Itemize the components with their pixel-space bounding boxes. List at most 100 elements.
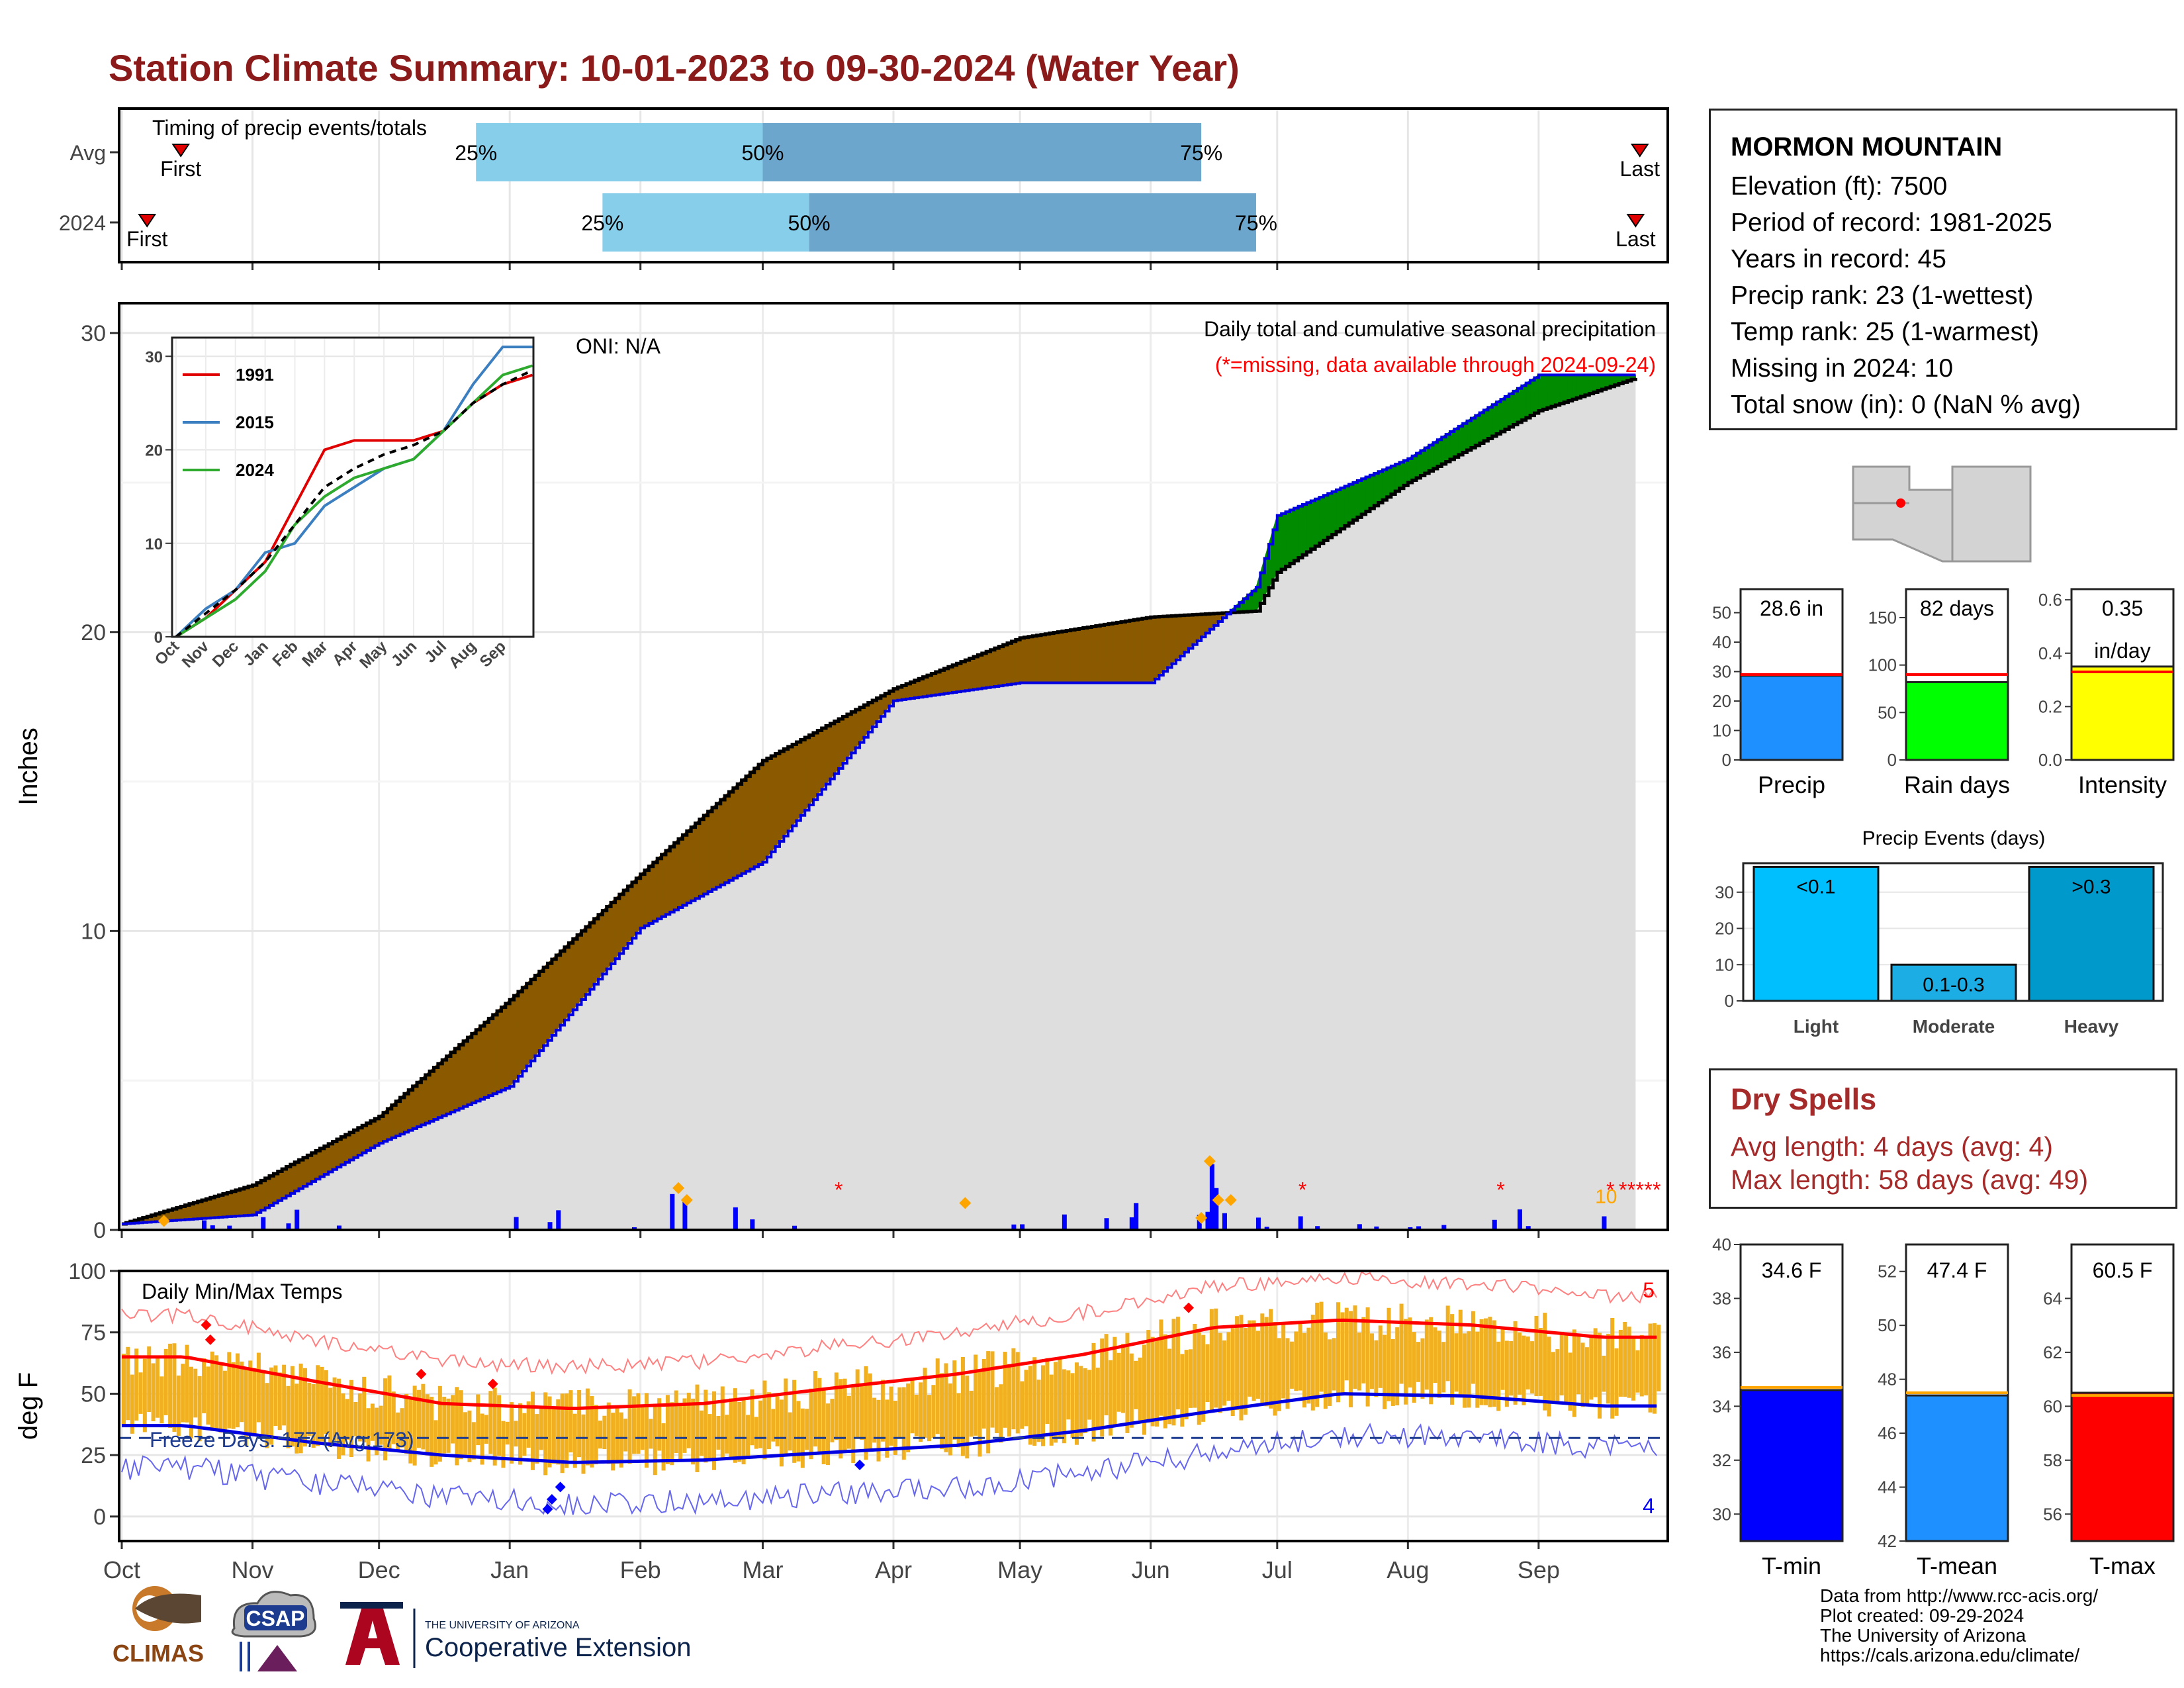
daily-temp-bar (704, 1389, 708, 1463)
oni-label: ONI: N/A (576, 334, 661, 358)
daily-temp-bar (277, 1372, 282, 1430)
daily-temp-bar (248, 1360, 253, 1434)
daily-temp-bar (969, 1390, 974, 1437)
daily-temp-bar (1079, 1366, 1083, 1436)
period-line: Period of record: 1981-2025 (1731, 209, 2052, 237)
temp-ytick-label: 75 (81, 1321, 106, 1346)
daily-temp-bar (193, 1368, 198, 1418)
temp-summary-bar (2070, 1391, 2175, 1542)
daily-temp-bar (1205, 1344, 1210, 1402)
daily-temp-bar (459, 1390, 463, 1460)
daily-temp-bar (981, 1358, 986, 1429)
years-line: Years in record: 45 (1731, 245, 1946, 273)
daily-temp-bar (1289, 1341, 1294, 1389)
daily-temp-bar (324, 1370, 328, 1434)
event-bar-label: Moderate (1913, 1016, 1995, 1037)
month-label: Nov (232, 1556, 274, 1583)
daily-temp-bar (159, 1376, 164, 1424)
daily-temp-bar (1602, 1356, 1606, 1392)
daily-temp-bar (1525, 1336, 1530, 1390)
daily-temp-bar (1193, 1323, 1197, 1408)
daily-temp-bar (758, 1400, 763, 1448)
daily-temp-bar (813, 1371, 817, 1447)
record-high-count: 5 (1643, 1278, 1655, 1302)
daily-temp-bar (1036, 1380, 1041, 1442)
daily-precip-bar (1416, 1226, 1422, 1230)
daily-temp-bar (543, 1392, 548, 1476)
daily-temp-bar (163, 1348, 168, 1415)
daily-temp-bar (1209, 1309, 1214, 1413)
daily-temp-bar (1496, 1341, 1501, 1411)
daily-temp-bar (522, 1413, 527, 1456)
record-low-count: 4 (1643, 1494, 1655, 1518)
daily-precip-bar (1602, 1216, 1607, 1230)
credits: Data from http://www.rcc-acis.org/ Plot … (1820, 1586, 2098, 1665)
daily-temp-bar (750, 1389, 754, 1446)
month-label: Jun (1132, 1556, 1170, 1583)
precip-header: Daily total and cumulative seasonal prec… (1204, 317, 1656, 341)
month-label: May (997, 1556, 1042, 1583)
timing-bar-25-50 (476, 123, 763, 181)
daily-temp-bar (1365, 1307, 1370, 1407)
missing-marker: * (1636, 1178, 1644, 1201)
daily-temp-bar (931, 1385, 936, 1438)
temp-summary-ytick-label: 58 (2043, 1450, 2062, 1470)
timing-row-label: Avg (69, 141, 106, 165)
daily-temp-bar (649, 1419, 653, 1449)
daily-temp-bar (480, 1413, 484, 1465)
summary-bar (1905, 680, 2009, 761)
daily-temp-bar (1361, 1317, 1366, 1383)
daily-precip-bar (682, 1199, 688, 1230)
event-bar-label: Light (1794, 1016, 1839, 1037)
timing-first-label: First (160, 157, 201, 181)
daily-temp-bar (1551, 1352, 1555, 1404)
daily-precip-bar (1011, 1224, 1017, 1230)
daily-temp-bar (1340, 1312, 1345, 1395)
daily-temp-bar (1058, 1358, 1062, 1438)
daily-temp-bar (846, 1395, 851, 1449)
timing-label: Timing of precip events/totals (152, 116, 427, 140)
logo-strip: CLIMAS CSAP THE UNIVERSITY OF ARIZONA Co… (113, 1586, 691, 1671)
daily-temp-bar (712, 1391, 717, 1470)
daily-temp-bar (1269, 1309, 1273, 1409)
daily-temp-bar (1580, 1342, 1585, 1407)
daily-temp-bar (762, 1380, 767, 1460)
daily-temp-bar (990, 1351, 995, 1428)
daily-temp-bar (1450, 1314, 1455, 1405)
daily-temp-bar (383, 1378, 388, 1461)
daily-precip-bar (631, 1227, 637, 1230)
daily-temp-bar (572, 1413, 577, 1468)
summary-ytick-label: 20 (1712, 691, 1731, 711)
summary-ytick-label: 40 (1712, 632, 1731, 652)
daily-temp-bar (999, 1384, 1003, 1443)
timing-first-label: First (126, 227, 167, 251)
daily-precip-bar (1205, 1211, 1210, 1230)
daily-temp-bar (1184, 1350, 1189, 1420)
daily-temp-bar (1530, 1341, 1535, 1394)
daily-temp-bar (1189, 1349, 1193, 1408)
avg-min-temp-line (122, 1392, 1657, 1464)
daily-temp-bar (826, 1403, 831, 1466)
timing-frame (118, 107, 1669, 263)
daily-temp-bar (556, 1399, 561, 1465)
daily-precip-bar (547, 1222, 553, 1230)
daily-temp-bar (986, 1351, 991, 1454)
events-ytick-label: 10 (1715, 955, 1734, 974)
temp-summary-ytick-label: 36 (1712, 1342, 1731, 1362)
record-high-marker (416, 1368, 427, 1380)
missing-marker: * (1653, 1178, 1661, 1201)
daily-temp-bar (745, 1415, 750, 1459)
daily-temp-bar (370, 1403, 375, 1441)
daily-temp-bar (1100, 1338, 1105, 1437)
summary-value: 82 days (1920, 596, 1994, 620)
daily-temp-bar (974, 1354, 978, 1436)
daily-precip-bar (556, 1210, 561, 1230)
daily-temp-bar (1589, 1336, 1594, 1400)
daily-temp-bar (1559, 1331, 1564, 1395)
daily-temp-bar (476, 1394, 480, 1446)
daily-temp-bar (290, 1366, 295, 1447)
temp-frame (118, 1270, 1669, 1542)
precip-ytick-label: 10 (81, 919, 106, 944)
daily-temp-bar (901, 1387, 906, 1460)
daily-temp-bar (1429, 1317, 1433, 1405)
